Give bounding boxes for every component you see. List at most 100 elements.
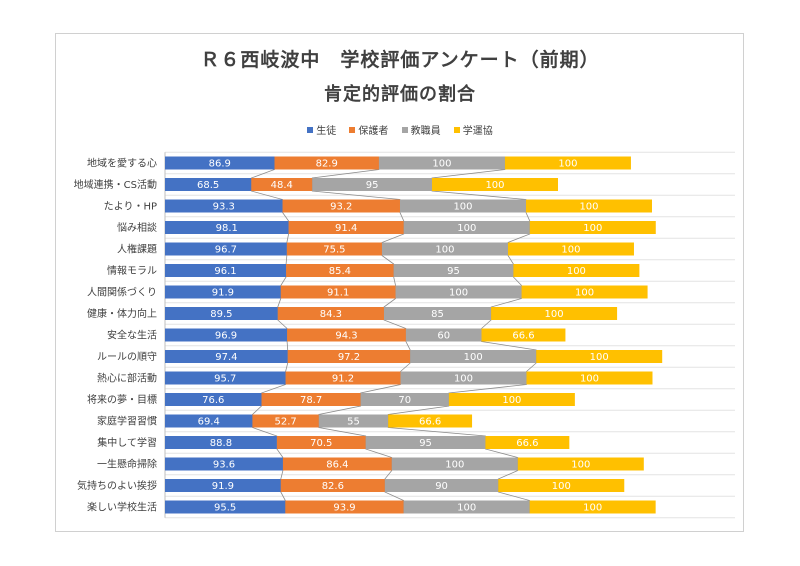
data-label: 97.4 [215, 352, 237, 363]
data-label: 69.4 [198, 417, 220, 428]
bar-segment [384, 479, 499, 492]
data-label: 66.6 [419, 417, 441, 428]
bar-segment [481, 328, 566, 342]
bar-segment [285, 371, 401, 385]
data-label: 100 [485, 180, 504, 191]
data-label: 68.5 [197, 180, 219, 191]
bar-segment [287, 350, 411, 363]
data-label: 100 [454, 374, 473, 385]
chart-title: Ｒ６西岐波中 学校評価アンケート（前期） [200, 49, 600, 71]
bar-segment [393, 264, 514, 277]
bar-segment [165, 414, 253, 428]
data-label: 98.1 [216, 223, 238, 234]
legend-swatch-council [453, 126, 460, 133]
data-label: 85 [431, 309, 444, 320]
data-label: 100 [445, 460, 464, 471]
bar-segment [165, 328, 288, 342]
category-label: 悩み相談 [117, 221, 157, 234]
data-label: 100 [457, 223, 476, 234]
data-label: 93.2 [330, 202, 352, 213]
data-label: 97.2 [338, 352, 360, 363]
bar-segment [165, 436, 277, 449]
data-label: 100 [432, 159, 451, 170]
bar-segment [261, 393, 361, 406]
data-label: 66.6 [512, 331, 534, 342]
data-label: 100 [580, 374, 599, 385]
category-label: 地域を愛する心 [87, 157, 157, 170]
bar-segment [282, 199, 400, 213]
data-label: 100 [590, 352, 609, 363]
bar-segment [252, 414, 319, 428]
data-label: 91.1 [327, 288, 349, 299]
data-label: 78.7 [300, 395, 322, 406]
bar-segment [165, 285, 281, 299]
data-label: 100 [435, 245, 454, 256]
legend-item-teachers: 教職員 [401, 122, 441, 137]
bar-segment [251, 178, 313, 191]
legend-label-council: 学運協 [462, 126, 493, 137]
data-label: 91.9 [212, 288, 234, 299]
bar-segment [507, 242, 634, 256]
bar-segment [165, 457, 283, 471]
bar-segment [504, 156, 631, 170]
category-label: 安全な生活 [107, 329, 157, 342]
bar-segment [378, 156, 505, 170]
bar-segment [312, 178, 432, 191]
bar-segment [448, 393, 575, 406]
chart-legend: 生徒 保護者 教職員 学運協 [0, 122, 800, 137]
data-label: 100 [453, 202, 472, 213]
data-label: 100 [567, 266, 586, 277]
bar-segment [276, 436, 366, 449]
data-label: 100 [558, 159, 577, 170]
data-label: 93.3 [213, 202, 235, 213]
category-label: 人間関係づくり [87, 287, 157, 299]
data-label: 100 [502, 395, 521, 406]
bar-segment [280, 479, 385, 492]
bar-segment [165, 371, 286, 385]
bar-segment [360, 393, 449, 406]
bar-segment [165, 221, 289, 234]
bar-segment [318, 414, 389, 428]
bar-segment [395, 285, 522, 299]
bar-segment [431, 178, 558, 191]
data-label: 100 [457, 503, 476, 514]
category-label: 楽しい学校生活 [87, 501, 157, 514]
data-label: 95.5 [214, 503, 236, 514]
data-label: 85.4 [329, 266, 351, 277]
data-label: 100 [579, 202, 598, 213]
category-label: 人権課題 [117, 243, 157, 256]
category-label: 一生懸命掃除 [97, 458, 157, 471]
data-label: 82.6 [322, 481, 344, 492]
data-label: 90 [435, 481, 448, 492]
legend-swatch-teachers [401, 126, 408, 133]
bar-segment [403, 500, 530, 514]
data-label: 100 [449, 288, 468, 299]
bar-segment [410, 350, 537, 363]
bar-segment [521, 285, 648, 299]
data-label: 100 [552, 481, 571, 492]
bar-segment [285, 500, 404, 514]
category-label: 将来の夢・目標 [87, 393, 157, 406]
bar-segment [517, 457, 644, 471]
data-label: 100 [575, 288, 594, 299]
data-label: 100 [545, 309, 564, 320]
data-label: 100 [583, 503, 602, 514]
bar-segment [288, 221, 404, 234]
bar-segment [391, 457, 518, 471]
bar-segment [280, 285, 396, 299]
chart-subtitle: 肯定的評価の割合 [324, 84, 476, 105]
bar-segment [388, 414, 473, 428]
bar-segment [165, 264, 287, 277]
bar-segment [165, 479, 281, 492]
bar-segment [165, 307, 278, 320]
data-label: 66.6 [516, 438, 538, 449]
bar-segment [529, 221, 656, 234]
bar-segment [165, 393, 262, 406]
bar-segment [400, 371, 527, 385]
data-label: 93.6 [213, 460, 235, 471]
bar-segment [383, 307, 492, 320]
category-label: 気持ちのよい挨拶 [77, 479, 157, 492]
bar-segment [485, 436, 570, 449]
bar-segment [277, 307, 384, 320]
data-label: 91.9 [212, 481, 234, 492]
